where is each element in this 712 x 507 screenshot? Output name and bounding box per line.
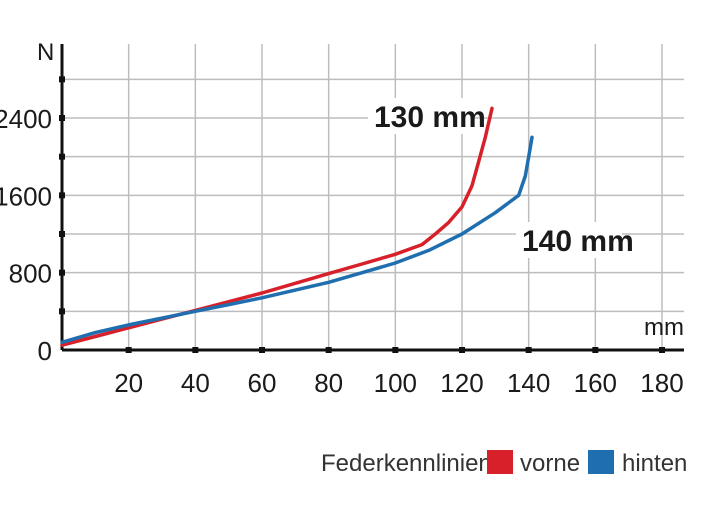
annotation-130-bg	[368, 98, 474, 134]
x-tick-label-160: 160	[574, 368, 617, 398]
grid	[62, 44, 684, 350]
annotation-140mm: 140 mm	[522, 225, 634, 258]
x-tick-label-180: 180	[640, 368, 683, 398]
y-tick-2400	[59, 115, 65, 121]
tick-labels: 20 40 60 80 100 120 140 160 180 0 800 1600 2400	[0, 104, 684, 398]
x-unit-label: mm	[644, 314, 684, 341]
x-tick-120	[459, 347, 465, 353]
y-tick-2800	[59, 76, 65, 83]
x-tick-60	[259, 347, 265, 353]
x-tick-180	[659, 347, 665, 353]
axes	[60, 44, 684, 352]
x-tick-140	[525, 347, 532, 353]
x-tick-label-40: 40	[181, 368, 210, 398]
annotation-130mm: 130 mm	[374, 101, 486, 134]
x-tick-160	[592, 347, 599, 353]
y-tick-800	[59, 269, 65, 276]
legend: Federkennlinien: vorne hinten	[321, 450, 687, 477]
legend-label-vorne: vorne	[520, 450, 580, 477]
legend-label-hinten: hinten	[622, 450, 687, 477]
y-tick-1600	[59, 192, 65, 199]
axis-ticks	[59, 76, 665, 353]
annotation-140-bg	[516, 222, 622, 258]
x-tick-80	[325, 347, 332, 353]
x-tick-label-20: 20	[114, 368, 143, 398]
series-hinten-line	[60, 135, 534, 345]
y-tick-label-0: 0	[38, 336, 52, 366]
y-tick-2000	[59, 153, 65, 160]
x-tick-40	[192, 347, 199, 353]
y-tick-label-800: 800	[9, 259, 52, 289]
series-layer	[60, 106, 534, 347]
x-tick-label-120: 120	[440, 368, 483, 398]
series-vorne-line	[60, 106, 494, 347]
legend-title: Federkennlinien:	[321, 450, 498, 477]
x-tick-label-100: 100	[374, 368, 417, 398]
legend-swatch-hinten	[588, 450, 614, 474]
y-tick-label-2400: 2400	[0, 104, 52, 134]
y-tick-1200	[59, 231, 65, 237]
x-tick-label-80: 80	[314, 368, 343, 398]
legend-swatch-vorne	[487, 450, 513, 474]
y-tick-label-1600: 1600	[0, 181, 52, 211]
y-unit-label: N	[37, 39, 54, 66]
x-tick-label-60: 60	[248, 368, 277, 398]
y-tick-400	[59, 308, 65, 315]
x-tick-label-140: 140	[507, 368, 550, 398]
x-tick-100	[392, 347, 399, 353]
x-tick-20	[125, 347, 132, 353]
